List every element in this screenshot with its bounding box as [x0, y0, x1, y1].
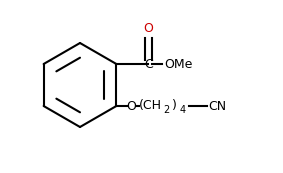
Text: ): ) — [172, 99, 177, 112]
Text: 2: 2 — [163, 105, 170, 115]
Text: C: C — [144, 57, 153, 71]
Text: CN: CN — [208, 99, 226, 112]
Text: O: O — [127, 99, 136, 112]
Text: O: O — [143, 21, 153, 34]
Text: OMe: OMe — [164, 57, 193, 71]
Text: (CH: (CH — [139, 99, 162, 112]
Text: 4: 4 — [179, 105, 185, 115]
